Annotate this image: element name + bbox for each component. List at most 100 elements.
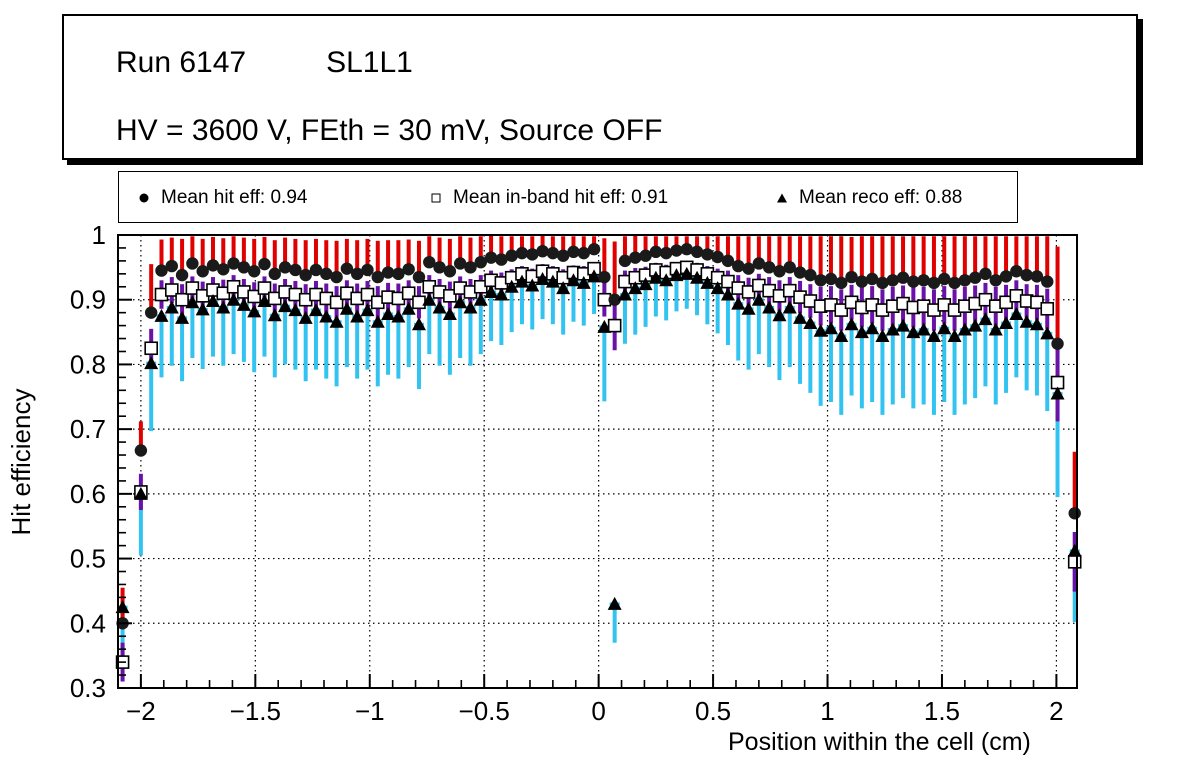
marker-hit (556, 249, 570, 262)
marker-reco (803, 316, 818, 330)
marker-hit (412, 270, 426, 284)
superlayer-label: SL1L1 (326, 46, 413, 79)
marker-reco (1019, 314, 1034, 328)
marker-reco (782, 300, 797, 314)
marker-hit (546, 246, 560, 260)
title-line-conditions: HV = 3600 V, FEth = 30 mV, Source OFF (116, 114, 663, 147)
marker-hit (896, 271, 910, 284)
legend-entry-inband[interactable]: Mean in-band hit eff: 0.91 (419, 172, 668, 224)
marker-reco (700, 275, 715, 289)
marker-reco (988, 322, 1003, 336)
marker-reco (236, 297, 251, 311)
marker-reco (617, 287, 632, 301)
marker-hit (732, 259, 745, 273)
marker-reco (350, 309, 365, 323)
marker-reco (710, 281, 725, 295)
marker-reco (978, 312, 993, 326)
y-tick-label: 0.4 (70, 608, 106, 638)
marker-inband (401, 286, 416, 301)
marker-reco (885, 322, 900, 336)
marker-hit (165, 259, 178, 273)
marker-hit (526, 248, 539, 261)
marker-hit (938, 272, 951, 286)
marker-hit (927, 276, 941, 290)
marker-reco (432, 300, 447, 314)
marker-reco (164, 300, 179, 314)
marker-reco (556, 281, 571, 295)
marker-inband (360, 287, 375, 302)
legend-entry-hit[interactable]: Mean hit eff: 0.94 (127, 172, 307, 224)
marker-hit (350, 267, 364, 281)
marker-hit (907, 275, 920, 288)
x-tick-label: −1 (355, 696, 385, 726)
marker-reco (360, 303, 375, 317)
filled-triangle-icon (765, 172, 799, 224)
marker-reco (854, 325, 869, 339)
marker-reco (226, 292, 241, 306)
marker-inband (607, 318, 622, 333)
marker-reco (288, 303, 303, 317)
marker-hit (134, 444, 148, 457)
marker-hit (587, 243, 601, 256)
marker-reco (216, 300, 231, 314)
marker-hit (793, 266, 807, 279)
marker-hit (268, 267, 281, 281)
marker-hit (536, 244, 549, 258)
legend-label-inband: Mean in-band hit eff: 0.91 (453, 187, 669, 208)
marker-hit (340, 262, 354, 275)
marker-hit (1020, 268, 1033, 282)
marker-hit (402, 263, 415, 276)
marker-hit (639, 249, 652, 262)
marker-hit (567, 245, 580, 259)
marker-hit (330, 270, 343, 284)
legend-entry-reco[interactable]: Mean reco eff: 0.88 (765, 172, 962, 224)
marker-hit (958, 274, 972, 287)
x-tick-label: 0 (591, 696, 605, 726)
marker-inband (1040, 301, 1055, 316)
marker-reco (381, 306, 396, 320)
y-tick-label: 0.9 (70, 285, 106, 315)
marker-hit (690, 245, 704, 259)
marker-reco (659, 273, 674, 287)
y-tick-label: 0.5 (70, 544, 106, 574)
marker-reco (566, 273, 581, 287)
legend-label-reco: Mean reco eff: 0.88 (799, 187, 963, 208)
marker-hit (629, 251, 642, 264)
marker-reco (514, 274, 529, 288)
marker-reco (793, 310, 808, 324)
y-tick-label: 0.6 (70, 479, 106, 509)
marker-hit (309, 263, 323, 277)
legend-label-hit: Mean hit eff: 0.94 (161, 187, 308, 208)
marker-hit (814, 274, 827, 287)
x-tick-label: 2 (1049, 696, 1063, 726)
marker-hit (670, 244, 683, 257)
marker-hit (505, 249, 518, 262)
marker-reco (422, 292, 437, 306)
marker-reco (731, 296, 746, 310)
marker-hit (258, 257, 271, 271)
marker-reco (370, 314, 385, 328)
marker-reco (195, 302, 210, 316)
marker-hit (299, 268, 312, 282)
marker-reco (720, 287, 735, 301)
marker-reco (278, 299, 293, 313)
title-box: Run 6147 SL1L1 HV = 3600 V, FEth = 30 mV,… (62, 14, 1138, 160)
marker-hit (886, 274, 899, 287)
marker-reco (669, 268, 684, 282)
marker-reco (834, 328, 849, 342)
marker-hit (577, 246, 590, 260)
marker-hit (659, 246, 673, 260)
marker-reco (926, 328, 941, 342)
y-tick-label: 0.3 (70, 673, 106, 703)
marker-hit (495, 253, 508, 266)
marker-hit (680, 243, 693, 256)
marker-hit (289, 263, 302, 277)
marker-hit (144, 306, 158, 319)
marker-reco (628, 281, 643, 295)
marker-hit (1051, 337, 1064, 350)
marker-inband (247, 289, 261, 304)
marker-hit (608, 293, 621, 306)
x-tick-label: 0.5 (695, 696, 731, 726)
x-tick-label: 1.5 (924, 696, 960, 726)
marker-hit (917, 274, 930, 287)
